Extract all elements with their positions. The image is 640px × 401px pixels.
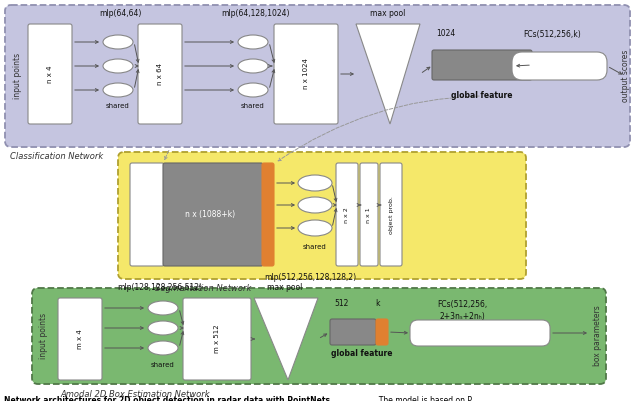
FancyBboxPatch shape <box>410 320 550 346</box>
FancyBboxPatch shape <box>274 24 338 124</box>
Text: 512: 512 <box>335 300 349 308</box>
Ellipse shape <box>298 220 332 236</box>
Ellipse shape <box>103 59 133 73</box>
FancyBboxPatch shape <box>138 24 182 124</box>
Text: global feature: global feature <box>332 350 393 358</box>
Ellipse shape <box>298 175 332 191</box>
FancyBboxPatch shape <box>330 319 376 345</box>
Text: object prob.: object prob. <box>388 196 394 234</box>
Polygon shape <box>254 298 318 380</box>
FancyBboxPatch shape <box>28 24 72 124</box>
Text: FCs(512,256,: FCs(512,256, <box>437 300 487 308</box>
Text: n x 64: n x 64 <box>157 63 163 85</box>
FancyBboxPatch shape <box>163 163 263 266</box>
Ellipse shape <box>238 59 268 73</box>
FancyBboxPatch shape <box>376 319 388 345</box>
Text: The model is based on P: The model is based on P <box>374 396 472 401</box>
Text: shared: shared <box>241 103 265 109</box>
Text: n x 1024: n x 1024 <box>303 59 309 89</box>
Ellipse shape <box>148 301 178 315</box>
Text: input points: input points <box>13 53 22 99</box>
Ellipse shape <box>103 35 133 49</box>
Text: mlp(128,128,256,512): mlp(128,128,256,512) <box>118 284 202 292</box>
FancyBboxPatch shape <box>262 163 274 266</box>
FancyBboxPatch shape <box>183 298 251 380</box>
Polygon shape <box>356 24 420 124</box>
Ellipse shape <box>148 321 178 335</box>
Text: 1024: 1024 <box>436 30 456 38</box>
Text: max pool: max pool <box>268 284 303 292</box>
FancyBboxPatch shape <box>130 163 164 266</box>
Text: n x 1: n x 1 <box>367 207 371 223</box>
Ellipse shape <box>238 35 268 49</box>
Ellipse shape <box>148 341 178 355</box>
Text: global feature: global feature <box>451 91 513 101</box>
Text: n x 4: n x 4 <box>47 65 53 83</box>
Text: FCs(512,256,k): FCs(512,256,k) <box>523 30 581 38</box>
Text: Network architectures for 2D object detection in radar data with PointNets.: Network architectures for 2D object dete… <box>4 396 333 401</box>
Text: 2+3nₛ+2nₕ): 2+3nₛ+2nₕ) <box>439 312 485 320</box>
Text: m x 512: m x 512 <box>214 325 220 353</box>
Ellipse shape <box>298 197 332 213</box>
Text: shared: shared <box>303 244 327 250</box>
FancyBboxPatch shape <box>336 163 358 266</box>
Text: n x 2: n x 2 <box>344 207 349 223</box>
FancyBboxPatch shape <box>432 50 532 80</box>
Ellipse shape <box>103 83 133 97</box>
Text: shared: shared <box>151 362 175 368</box>
Text: k: k <box>376 300 380 308</box>
Text: input points: input points <box>40 313 49 359</box>
Text: mlp(64,64): mlp(64,64) <box>99 10 141 18</box>
Text: Segmentation Network: Segmentation Network <box>155 284 252 293</box>
FancyBboxPatch shape <box>360 163 378 266</box>
FancyBboxPatch shape <box>512 52 607 80</box>
Text: mlp(512,256,128,128,2): mlp(512,256,128,128,2) <box>264 273 356 282</box>
FancyBboxPatch shape <box>5 5 630 147</box>
FancyBboxPatch shape <box>58 298 102 380</box>
FancyBboxPatch shape <box>118 152 526 279</box>
FancyBboxPatch shape <box>380 163 402 266</box>
Text: Amodal 2D Box Estimation Network: Amodal 2D Box Estimation Network <box>60 390 210 399</box>
Text: box parameters: box parameters <box>593 306 602 367</box>
Text: max pool: max pool <box>371 10 406 18</box>
Text: output scores: output scores <box>621 50 630 102</box>
Text: mlp(64,128,1024): mlp(64,128,1024) <box>221 10 289 18</box>
Text: shared: shared <box>106 103 130 109</box>
FancyBboxPatch shape <box>32 288 606 384</box>
Text: n x (1088+k): n x (1088+k) <box>185 211 235 219</box>
Ellipse shape <box>238 83 268 97</box>
Text: Classification Network: Classification Network <box>10 152 103 161</box>
Text: m x 4: m x 4 <box>77 329 83 349</box>
